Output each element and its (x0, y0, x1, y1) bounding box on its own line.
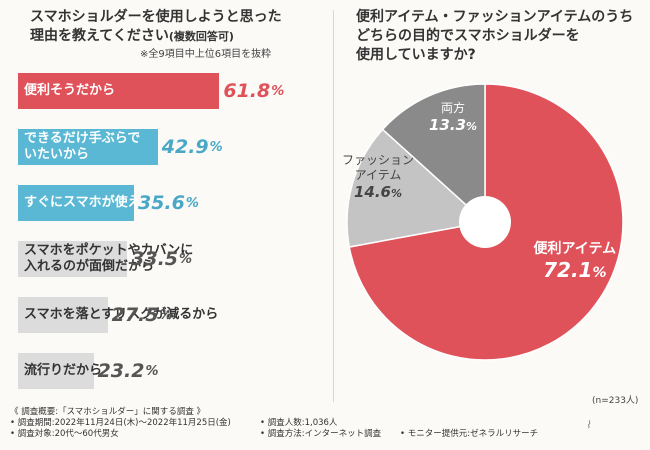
bar-chart-subtitle: ※全9項目中上位6項目を抜粋 (140, 49, 272, 60)
pie-chart-title: 便利アイテム・ファッションアイテムのうち どちらの目的でスマホショルダーを 使用… (356, 8, 646, 65)
pie-chart-title-line3: 使用していますか? (356, 47, 476, 63)
bar-label-6: 流行りだから (24, 363, 103, 378)
survey-period: • 調査期間:2022年11月24日(木)〜2022年11月25日(金) (10, 418, 231, 428)
bar-chart-title-line1: スマホショルダーを使用しようと思った (30, 9, 282, 25)
survey-respondents: • 調査人数:1,036人 (260, 418, 338, 428)
pie-chart-title-line2: どちらの目的でスマホショルダーを (356, 28, 580, 44)
pie-center-hole (459, 196, 511, 248)
bar-value-3: 35.6% (137, 192, 199, 214)
pie-chart-title-line1: 便利アイテム・ファッションアイテムのうち (356, 9, 634, 25)
bar-6: 流行りだから 23.2% (18, 353, 159, 389)
pie-slice-label-1: 便利アイテム 72.1% (533, 240, 617, 282)
bar-label-3: すぐにスマホが使えるから (24, 195, 180, 210)
pie-slice-2 (346, 128, 487, 248)
bar-5: スマホを落とすリスクが減るから 27.5% (18, 297, 218, 333)
pie-slice-label-2: ファッション アイテム 14.6% (342, 153, 415, 201)
survey-heading: 《 調査概要:「スマホショルダー」に関する調査 》 (10, 407, 206, 417)
chart-divider (333, 10, 334, 402)
sample-size-label: (n=233人) (592, 396, 639, 406)
bar-3: すぐにスマホが使えるから 35.6% (18, 185, 199, 221)
pie-slice-label-3: 両方 13.3% (429, 100, 478, 134)
bar-4: スマホをポケットやカバンに 入れるのが面倒だから 33.5% (18, 241, 193, 277)
bar-label-4: スマホをポケットやカバンに 入れるのが面倒だから (24, 243, 194, 274)
survey-provider: • モニター提供元:ゼネラルリサーチ (400, 429, 539, 439)
bar-chart-title-note: (複数回答可) (168, 30, 234, 43)
survey-target: • 調査対象:20代〜60代男女 (10, 429, 119, 439)
pie-slice-3 (381, 83, 486, 224)
bar-label-1: 便利そうだから (24, 83, 116, 98)
bar-value-2: 42.9% (161, 136, 223, 158)
survey-summary: 《 調査概要:「スマホショルダー」に関する調査 》 • 調査期間:2022年11… (10, 407, 610, 440)
bar-value-5: 27.5% (111, 304, 173, 326)
bar-value-6: 23.2% (97, 360, 159, 382)
bar-value-1: 61.8% (223, 80, 285, 102)
bar-1: 便利そうだから 61.8% (18, 73, 284, 109)
bar-chart-title-line2: 理由を教えてください (30, 28, 169, 44)
bar-label-5: スマホを落とすリスクが減るから (24, 307, 219, 322)
bar-2: できるだけ手ぶらで いたいから 42.9% (18, 129, 223, 165)
bar-label-2: できるだけ手ぶらで いたいから (24, 131, 141, 162)
signature-logo: ⌇ (586, 420, 591, 431)
bar-value-4: 33.5% (131, 248, 193, 270)
bar-chart-title: スマホショルダーを使用しようと思った 理由を教えてください(複数回答可) (30, 8, 320, 46)
survey-method: • 調査方法:インターネット調査 (260, 429, 382, 439)
